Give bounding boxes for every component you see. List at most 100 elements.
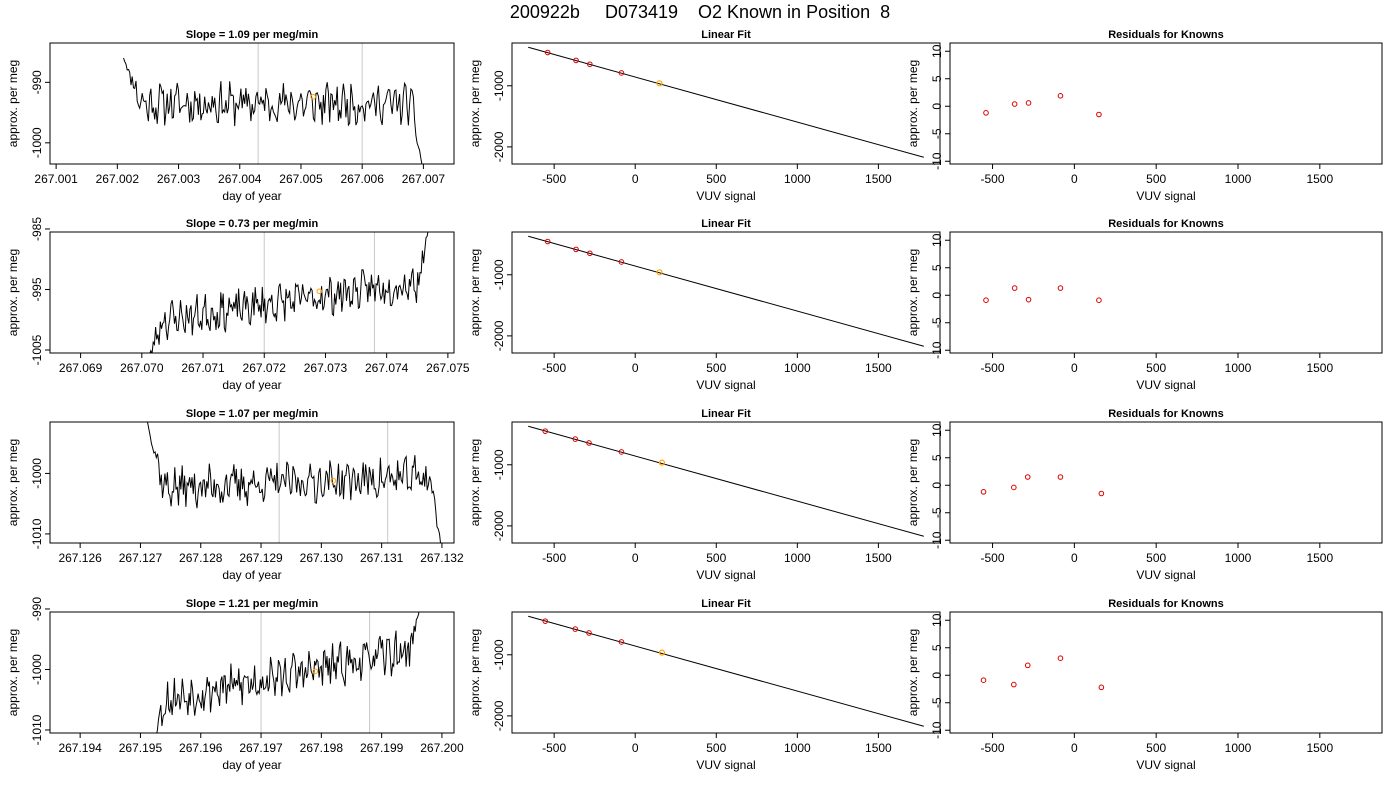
x-tick-label: 0 <box>632 551 639 565</box>
chart-panel-1: Slope = 1.09 per meg/min 267.001 267.002 26… <box>6 29 455 203</box>
data-point <box>1024 662 1031 669</box>
chart-panel-8: Linear Fit -500 0 500 1000 1500 -1000 -2000 VUV … <box>468 408 941 582</box>
y-tick-label: -985 <box>30 217 44 241</box>
x-tick-label: 1500 <box>865 741 892 755</box>
series-line <box>149 232 429 353</box>
chart-title: Linear Fit <box>701 598 751 610</box>
plot-frame <box>49 421 455 544</box>
x-tick-label: 267.007 <box>402 172 446 186</box>
x-tick-label: 500 <box>1146 361 1166 375</box>
plot-frame <box>949 231 1383 354</box>
data-point <box>618 259 625 265</box>
y-tick-label: -5 <box>930 697 944 708</box>
data-point <box>1057 474 1064 480</box>
y-axis-label: approx. per meg <box>906 249 920 336</box>
x-tick-label: 1500 <box>865 361 892 375</box>
y-axis-label: approx. per meg <box>468 629 482 716</box>
data-point <box>1057 93 1064 99</box>
y-tick-label: 10 <box>930 233 944 247</box>
x-tick-label: 1500 <box>865 172 892 186</box>
chart-title: Residuals for Knowns <box>1108 598 1224 610</box>
y-tick-label: 10 <box>930 613 944 627</box>
y-tick-label: -995 <box>30 277 44 301</box>
data-point <box>1098 490 1105 497</box>
x-tick-label: 0 <box>632 361 639 375</box>
x-tick-label: 267.005 <box>279 172 323 186</box>
x-axis-label: VUV signal <box>1136 758 1195 772</box>
chart-panel-12: Residuals for Knowns -500 0 500 1000 1500 10 5 0… <box>906 598 1383 772</box>
chart-title: Slope = 0.73 per meg/min <box>186 218 319 230</box>
y-tick-label: -10 <box>930 341 944 359</box>
y-tick-label: -10 <box>930 152 944 170</box>
data-point <box>1098 684 1105 691</box>
data-point <box>544 238 551 245</box>
data-point <box>1025 296 1032 303</box>
x-tick-label: 267.127 <box>119 551 163 565</box>
y-tick-label: 5 <box>930 75 944 82</box>
plot-frame <box>511 42 941 165</box>
data-point <box>544 49 551 56</box>
chart-panel-10: Slope = 1.21 per meg/min 267.194 267.195 26… <box>6 597 464 772</box>
y-tick-label: -1010 <box>30 714 44 745</box>
x-axis-label: VUV signal <box>696 189 755 203</box>
plot-frame <box>511 231 941 354</box>
data-point <box>618 639 625 645</box>
data-point <box>586 630 592 636</box>
x-tick-label: 1000 <box>784 172 811 186</box>
unknown-point <box>656 80 663 87</box>
y-tick-label: -5 <box>930 317 944 328</box>
x-tick-label: 267.131 <box>360 551 404 565</box>
data-point <box>1057 655 1064 662</box>
x-axis-label: VUV signal <box>696 378 755 392</box>
x-axis-label: VUV signal <box>1136 378 1195 392</box>
x-tick-label: 267.195 <box>119 741 163 755</box>
x-tick-label: 267.006 <box>340 172 384 186</box>
chart-title: Residuals for Knowns <box>1108 29 1224 41</box>
y-tick-label: -1010 <box>30 518 44 549</box>
x-axis-label: day of year <box>222 568 281 582</box>
x-tick-label: 1000 <box>1225 361 1252 375</box>
chart-panel-7: Slope = 1.07 per meg/min 267.126 267.127 26… <box>6 408 464 582</box>
x-tick-label: 0 <box>632 172 639 186</box>
x-tick-label: 267.196 <box>179 741 223 755</box>
x-tick-label: 1000 <box>784 741 811 755</box>
x-tick-label: 1500 <box>1306 361 1333 375</box>
y-tick-label: -2000 <box>492 700 506 731</box>
x-axis-label: day of year <box>222 378 281 392</box>
chart-title: Slope = 1.09 per meg/min <box>186 29 319 41</box>
x-tick-label: 267.198 <box>300 741 344 755</box>
chart-panel-11: Linear Fit -500 0 500 1000 1500 -1000 -2000 VUV … <box>468 598 941 772</box>
data-point <box>1011 681 1017 688</box>
x-tick-label: 500 <box>706 551 726 565</box>
y-tick-label: 0 <box>930 292 944 299</box>
x-tick-label: -500 <box>542 361 566 375</box>
x-tick-label: 500 <box>706 741 726 755</box>
x-tick-label: -500 <box>981 551 1005 565</box>
y-tick-label: -1000 <box>30 654 44 685</box>
y-tick-label: -1000 <box>30 127 44 158</box>
x-tick-label: 1000 <box>1225 551 1252 565</box>
x-tick-label: 267.075 <box>426 361 470 375</box>
chart-panel-9: Residuals for Knowns -500 0 500 1000 1500 10 5 0… <box>906 408 1383 582</box>
plot-frame <box>511 421 941 544</box>
x-axis-label: VUV signal <box>696 568 755 582</box>
series-line <box>123 57 423 164</box>
fit-line <box>528 235 924 347</box>
x-axis-label: VUV signal <box>696 758 755 772</box>
x-tick-label: 267.130 <box>300 551 344 565</box>
data-point <box>573 246 579 253</box>
known-marker <box>312 668 319 675</box>
y-axis-label: approx. per meg <box>6 60 20 147</box>
x-tick-label: 267.197 <box>239 741 283 755</box>
chart-panel-5: Linear Fit -500 0 500 1000 1500 -1000 -2000 VUV … <box>468 218 941 392</box>
x-tick-label: -500 <box>981 361 1005 375</box>
x-tick-label: 267.128 <box>179 551 223 565</box>
y-axis-label: approx. per meg <box>6 439 20 526</box>
x-tick-label: 267.200 <box>420 741 464 755</box>
x-tick-label: 267.001 <box>34 172 78 186</box>
x-axis-label: day of year <box>222 758 281 772</box>
x-tick-label: -500 <box>981 741 1005 755</box>
chart-title: Linear Fit <box>701 218 751 230</box>
x-tick-label: 267.129 <box>239 551 283 565</box>
